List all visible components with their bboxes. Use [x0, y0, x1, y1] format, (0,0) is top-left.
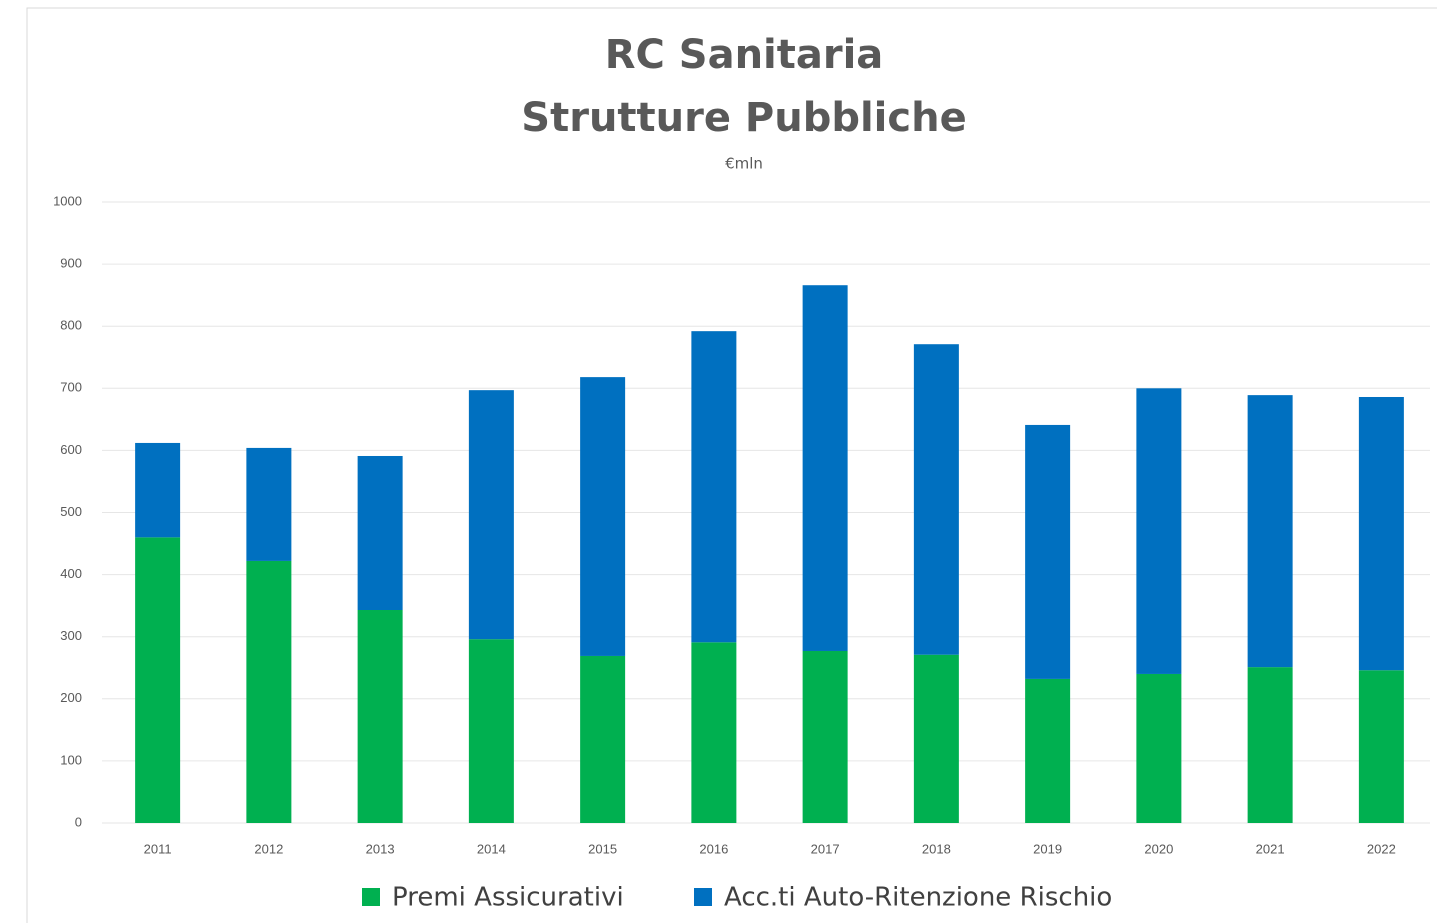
y-tick-label: 400 [60, 566, 82, 581]
y-tick-label: 800 [60, 318, 82, 333]
bar-segment [580, 377, 626, 656]
y-tick-label: 300 [60, 628, 82, 643]
bar-segment [468, 390, 514, 640]
bar-segment [580, 655, 626, 823]
bar-segment [246, 560, 292, 823]
bar-segment [691, 331, 737, 643]
y-tick-label: 1000 [53, 193, 82, 208]
x-tick-label: 2013 [366, 841, 395, 856]
y-tick-label: 900 [60, 256, 82, 271]
y-tick-label: 700 [60, 380, 82, 395]
bar-segment [802, 285, 848, 651]
x-tick-label: 2016 [699, 841, 728, 856]
x-tick-label: 2019 [1033, 841, 1062, 856]
y-tick-label: 600 [60, 442, 82, 457]
bar-segment [1136, 388, 1182, 674]
bar-segment [135, 537, 181, 823]
bar-segment [1247, 667, 1293, 823]
x-tick-label: 2017 [811, 841, 840, 856]
bar-segment [913, 654, 959, 823]
bar-segment [1025, 678, 1071, 823]
x-tick-label: 2015 [588, 841, 617, 856]
y-tick-label: 100 [60, 752, 82, 767]
chart-title: RC Sanitaria [605, 32, 884, 78]
bar-segment [1358, 396, 1404, 671]
x-tick-label: 2011 [144, 841, 172, 856]
x-tick-label: 2012 [254, 841, 283, 856]
bar-segment [468, 639, 514, 823]
x-tick-label: 2021 [1256, 841, 1285, 856]
bar-segment [246, 447, 292, 561]
bar-segment [802, 650, 848, 823]
x-tick-label: 2022 [1367, 841, 1396, 856]
legend-label: Acc.ti Auto-Ritenzione Rischio [724, 883, 1112, 913]
x-tick-label: 2018 [922, 841, 951, 856]
bar-segment [691, 642, 737, 823]
y-tick-label: 0 [75, 814, 82, 829]
bar-segment [1358, 670, 1404, 823]
y-tick-label: 200 [60, 690, 82, 705]
chart-subtitle: €mln [725, 155, 763, 173]
legend-swatch [362, 888, 380, 906]
x-tick-label: 2020 [1144, 841, 1173, 856]
bar-segment [135, 442, 181, 538]
bar-segment [1247, 395, 1293, 668]
bar-segment [357, 455, 403, 610]
chart-title: Strutture Pubbliche [521, 95, 966, 141]
legend-swatch [694, 888, 712, 906]
bar-segment [1025, 424, 1071, 679]
legend-label: Premi Assicurativi [392, 883, 624, 913]
bar-segment [1136, 673, 1182, 823]
bar-segment [913, 344, 959, 655]
bar-segment [357, 609, 403, 823]
x-tick-label: 2014 [477, 841, 506, 856]
y-tick-label: 500 [60, 504, 82, 519]
